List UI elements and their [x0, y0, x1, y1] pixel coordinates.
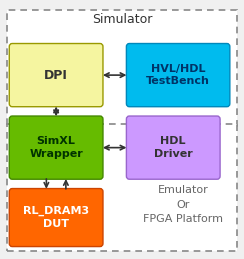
- FancyBboxPatch shape: [9, 44, 103, 107]
- Text: Emulator
Or
FPGA Platform: Emulator Or FPGA Platform: [143, 185, 223, 224]
- FancyBboxPatch shape: [126, 116, 220, 179]
- Text: SimXL
Wrapper: SimXL Wrapper: [29, 136, 83, 159]
- Text: DPI: DPI: [44, 69, 68, 82]
- FancyBboxPatch shape: [126, 44, 230, 107]
- FancyBboxPatch shape: [9, 116, 103, 179]
- Text: RL_DRAM3
DUT: RL_DRAM3 DUT: [23, 206, 89, 229]
- FancyBboxPatch shape: [7, 124, 237, 251]
- FancyBboxPatch shape: [7, 10, 237, 130]
- Text: Simulator: Simulator: [92, 13, 152, 26]
- Text: HVL/HDL
TestBench: HVL/HDL TestBench: [146, 64, 210, 86]
- Text: HDL
Driver: HDL Driver: [154, 136, 193, 159]
- FancyBboxPatch shape: [9, 189, 103, 247]
